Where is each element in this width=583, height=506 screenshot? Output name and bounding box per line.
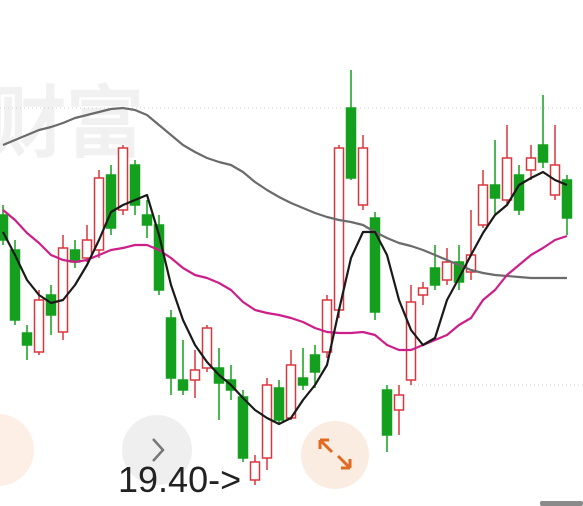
candle-body (57, 247, 69, 333)
expand-icon (318, 438, 352, 470)
candle-body (285, 364, 297, 419)
candle-body (141, 214, 153, 226)
candle-body (561, 179, 573, 219)
candle-body (537, 144, 549, 163)
candle-body (453, 261, 465, 283)
moving-average-line (2, 106, 567, 280)
candle-body (525, 157, 537, 171)
candle-body (21, 332, 33, 346)
candle-body (129, 164, 141, 206)
candle-body (33, 299, 45, 353)
candle-body (105, 174, 117, 229)
candle-body (201, 327, 213, 369)
candle-body (513, 174, 525, 211)
candle-body (477, 184, 489, 226)
candle-body (393, 394, 405, 411)
candle-body (405, 301, 417, 381)
candle-body (81, 239, 93, 259)
candle-body (261, 384, 273, 459)
candle-body (489, 184, 501, 199)
moving-average-line (2, 209, 568, 352)
candle-body (177, 379, 189, 391)
expand-button[interactable] (301, 421, 369, 489)
candle-body (429, 267, 441, 286)
candle-body (381, 389, 393, 436)
price-annotation: 19.40-> (118, 459, 241, 500)
left-button[interactable] (0, 414, 34, 486)
candle-body (249, 461, 261, 481)
candle-body (237, 396, 249, 459)
candle-body (321, 299, 333, 353)
candle-body (45, 294, 57, 316)
candle-body (441, 261, 453, 281)
chevron-icon (152, 438, 165, 462)
candle-body (9, 249, 21, 321)
candle-body (117, 147, 129, 211)
candle-body (273, 387, 285, 421)
candle-body (69, 249, 81, 263)
moving-average-line (2, 170, 568, 426)
candle-body (417, 287, 429, 296)
candle-body (333, 147, 345, 311)
candle-body (369, 217, 381, 313)
candle-body (297, 377, 309, 386)
candle-body (345, 107, 357, 179)
candle-body (0, 214, 9, 241)
candle-body (357, 147, 369, 206)
candle-body (309, 354, 321, 373)
candle-body (93, 177, 105, 251)
candle-body (165, 317, 177, 379)
next-button[interactable] (122, 415, 192, 485)
plot (0, 70, 573, 485)
scroll-bar (540, 501, 583, 506)
candle-body (501, 157, 513, 201)
candle-body (189, 369, 201, 381)
